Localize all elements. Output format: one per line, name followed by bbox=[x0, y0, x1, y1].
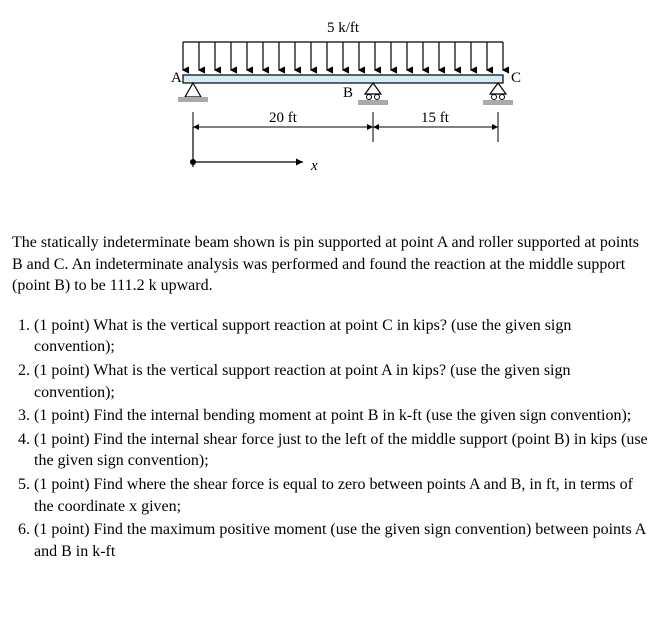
dim-AB: 20 ft bbox=[193, 110, 373, 142]
q1-points: (1 point) bbox=[34, 317, 90, 334]
dim-BC: 15 ft bbox=[373, 110, 498, 142]
q5-points: (1 point) bbox=[34, 476, 90, 493]
q6-text: Find the maximum positive moment (use th… bbox=[34, 521, 645, 560]
q6-points: (1 point) bbox=[34, 521, 90, 538]
x-axis-label: x bbox=[310, 158, 318, 174]
q2-text: What is the vertical support reaction at… bbox=[34, 362, 571, 401]
q3-points: (1 point) bbox=[34, 407, 90, 424]
x-axis: x bbox=[190, 127, 318, 174]
label-C: C bbox=[511, 70, 521, 86]
q4-points: (1 point) bbox=[34, 431, 90, 448]
beam bbox=[183, 75, 503, 83]
load-label: 5 k/ft bbox=[326, 20, 359, 36]
q4-text: Find the internal shear force just to th… bbox=[34, 431, 648, 470]
question-3: (1 point) Find the internal bending mome… bbox=[34, 405, 653, 427]
question-6: (1 point) Find the maximum positive mome… bbox=[34, 519, 653, 562]
question-1: (1 point) What is the vertical support r… bbox=[34, 315, 653, 358]
support-B: B bbox=[342, 83, 387, 105]
question-4: (1 point) Find the internal shear force … bbox=[34, 429, 653, 472]
question-list: (1 point) What is the vertical support r… bbox=[12, 315, 653, 563]
label-B: B bbox=[342, 85, 352, 101]
q5-text: Find where the shear force is equal to z… bbox=[34, 476, 633, 515]
beam-diagram: 5 k/ft A B C 20 ft 15 ft bbox=[123, 12, 543, 202]
dim-AB-label: 20 ft bbox=[269, 110, 298, 126]
label-A: A bbox=[171, 70, 182, 86]
q3-text: Find the internal bending moment at poin… bbox=[94, 407, 632, 424]
dim-BC-label: 15 ft bbox=[421, 110, 450, 126]
intro-text: The statically indeterminate beam shown … bbox=[12, 232, 653, 297]
question-5: (1 point) Find where the shear force is … bbox=[34, 474, 653, 517]
distributed-load: 5 k/ft bbox=[183, 20, 503, 70]
q2-points: (1 point) bbox=[34, 362, 90, 379]
q1-text: What is the vertical support reaction at… bbox=[34, 317, 571, 356]
question-2: (1 point) What is the vertical support r… bbox=[34, 360, 653, 403]
